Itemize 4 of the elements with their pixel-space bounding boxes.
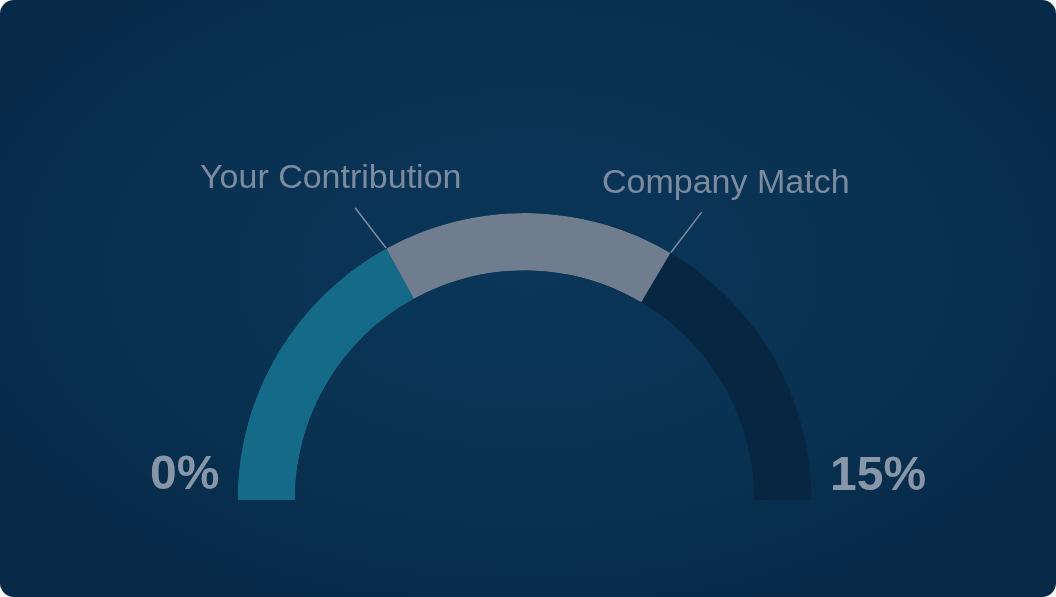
slice-label: Your Contribution: [200, 157, 462, 195]
text: 0%: [150, 446, 220, 499]
text: 15%: [830, 447, 927, 500]
slice-label: Company Match: [602, 162, 850, 200]
